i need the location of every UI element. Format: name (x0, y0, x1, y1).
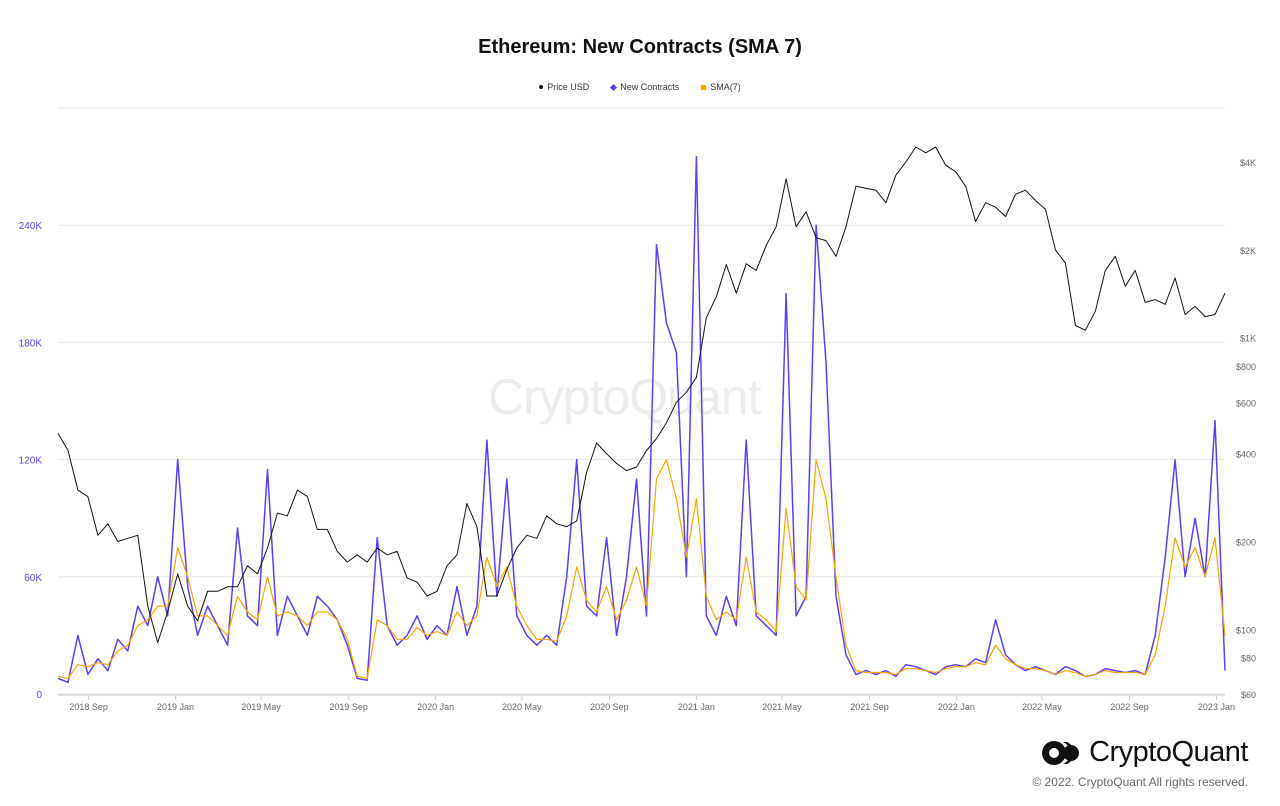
x-axis-tick-label: 2019 May (241, 702, 281, 712)
series-line-price-usd (57, 146, 1226, 644)
right-axis-tick-label: $60 (1241, 690, 1256, 700)
legend: Price USD New Contracts SMA(7) (0, 82, 1280, 92)
circle-marker-icon (539, 85, 544, 89)
chart-title: Ethereum: New Contracts (SMA 7) (478, 36, 802, 58)
copyright: © 2022. CryptoQuant All rights reserved. (1032, 775, 1248, 789)
left-axis-tick-label: 0 (36, 690, 42, 701)
x-axis-tick-label: 2020 May (502, 702, 542, 712)
right-axis-tick-label: $200 (1236, 537, 1256, 547)
x-axis-tick-label: 2020 Sep (590, 702, 629, 712)
brand-name: CryptoQuant (1089, 736, 1248, 768)
right-axis-tick-label: $100 (1236, 625, 1256, 635)
right-axis-tick-label: $800 (1236, 362, 1256, 372)
x-axis-tick-label: 2019 Jan (157, 702, 194, 712)
left-axis-tick-label: 180K (19, 338, 43, 349)
square-marker-icon (701, 84, 707, 90)
left-axis-tick-label: 120K (19, 456, 43, 467)
cryptoquant-logo-icon (1042, 740, 1080, 765)
left-axis-tick-label: 240K (19, 221, 43, 232)
x-axis-tick-label: 2022 May (1022, 702, 1062, 712)
series-line-sma-7 (57, 459, 1226, 680)
series-line-new-contracts (57, 156, 1226, 684)
right-axis-tick-label: $4K (1240, 158, 1256, 168)
right-axis-tick-label: $2K (1240, 246, 1256, 256)
legend-item-sma[interactable]: SMA(7) (701, 82, 741, 92)
x-axis-tick-label: 2021 Sep (850, 702, 889, 712)
x-axis-tick-label: 2021 Jan (678, 702, 715, 712)
x-axis-tick-label: 2022 Sep (1110, 702, 1149, 712)
x-axis-tick-label: 2018 Sep (69, 702, 108, 712)
x-axis-tick-label: 2021 May (762, 702, 802, 712)
legend-label: New Contracts (620, 82, 680, 92)
legend-label: Price USD (547, 82, 590, 92)
x-axis-tick-label: 2023 Jan (1198, 702, 1235, 712)
x-axis-tick-label: 2020 Jan (417, 702, 454, 712)
legend-item-price[interactable]: Price USD (539, 82, 589, 92)
legend-label: SMA(7) (710, 82, 741, 92)
right-axis-tick-label: $400 (1236, 450, 1256, 460)
right-axis-tick-label: $1K (1240, 334, 1256, 344)
brand-logo: CryptoQuant (1041, 736, 1248, 769)
x-axis-tick-label: 2019 Sep (329, 702, 368, 712)
left-axis-tick-label: 60K (24, 573, 42, 584)
right-axis-tick-label: $80 (1241, 654, 1256, 664)
watermark: CryptoQuant (488, 369, 761, 425)
legend-item-new-contracts[interactable]: New Contracts (610, 82, 680, 92)
x-axis-tick-label: 2022 Jan (938, 702, 975, 712)
right-axis-tick-label: $600 (1236, 398, 1256, 408)
